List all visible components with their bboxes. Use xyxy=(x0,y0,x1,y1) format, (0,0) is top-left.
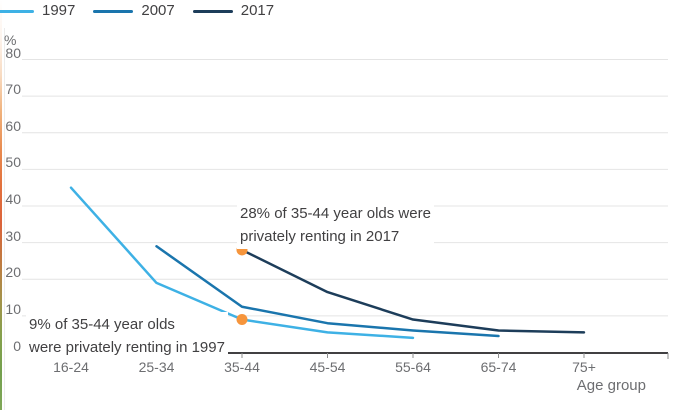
legend-item-1997[interactable]: 1997 xyxy=(0,3,75,19)
x-tick-label-45-54: 45-54 xyxy=(309,359,346,375)
series-line-2017 xyxy=(240,248,586,334)
y-axis-unit-label: % xyxy=(4,32,17,48)
legend-label-2007: 2007 xyxy=(141,2,175,19)
legend-swatch-2017 xyxy=(192,9,233,13)
legend-swatch-1997 xyxy=(0,9,34,13)
y-tick-label-0: 0 xyxy=(13,337,21,354)
annotation-2017: 28% of 35-44 year olds were privately re… xyxy=(237,201,434,249)
legend-label-1997: 1997 xyxy=(42,2,76,19)
x-tick-label-75+: 75+ xyxy=(572,359,596,375)
x-tick-label-55-64: 55-64 xyxy=(395,359,431,375)
y-tick-label-30: 30 xyxy=(5,227,21,244)
y-tick-label-50: 50 xyxy=(5,154,21,171)
y-tick-label-20: 20 xyxy=(5,264,21,281)
legend-item-2007[interactable]: 2007 xyxy=(93,2,175,19)
annotation-1997-line2: were privately renting in 1997 xyxy=(29,339,225,356)
legend-swatch-2007 xyxy=(93,9,134,13)
chart-legend: 1997 2007 2017 xyxy=(0,3,274,19)
y-tick-label-40: 40 xyxy=(5,191,21,207)
container-border-line xyxy=(4,28,5,410)
x-tick-label-16-24: 16-24 xyxy=(53,359,89,375)
x-tick-label-35-44: 35-44 xyxy=(224,359,260,375)
legend-label-2017: 2017 xyxy=(240,2,275,19)
annotation-1997-line1: 9% of 35-44 year olds xyxy=(29,316,175,333)
annotation-2017-line2: privately renting in 2017 xyxy=(240,228,400,245)
y-tick-label-60: 60 xyxy=(5,117,21,134)
x-axis-title: Age group xyxy=(576,377,646,394)
left-edge-color-strip xyxy=(0,0,2,410)
annotation-dot-1997 xyxy=(236,314,248,326)
y-tick-label-10: 10 xyxy=(5,300,21,317)
x-tick-label-65-74: 65-74 xyxy=(480,359,517,375)
y-tick-label-80: 80 xyxy=(5,44,21,61)
series-line-2007 xyxy=(155,245,500,338)
annotation-2017-line1: 28% of 35-44 year olds were xyxy=(240,205,431,222)
x-tick-label-25-34: 25-34 xyxy=(138,359,175,375)
y-tick-label-70: 70 xyxy=(5,81,21,98)
annotation-1997: 9% of 35-44 year olds were privately ren… xyxy=(26,312,228,360)
legend-item-2017[interactable]: 2017 xyxy=(192,2,275,19)
